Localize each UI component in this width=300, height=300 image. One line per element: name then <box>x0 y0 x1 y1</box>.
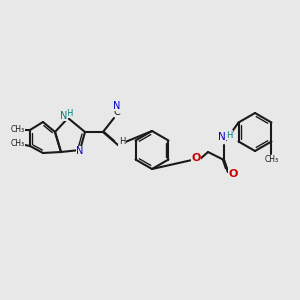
Text: H: H <box>66 109 72 118</box>
Text: C: C <box>114 107 120 117</box>
Text: H: H <box>119 137 125 146</box>
Text: CH₃: CH₃ <box>11 140 25 148</box>
Text: H: H <box>226 130 232 140</box>
Text: N: N <box>113 101 121 111</box>
Text: O: O <box>228 169 238 179</box>
Text: N: N <box>76 146 84 156</box>
Text: CH₃: CH₃ <box>264 155 278 164</box>
Text: CH₃: CH₃ <box>11 124 25 134</box>
Text: N: N <box>60 111 68 121</box>
Text: O: O <box>191 153 201 163</box>
Text: N: N <box>218 132 226 142</box>
